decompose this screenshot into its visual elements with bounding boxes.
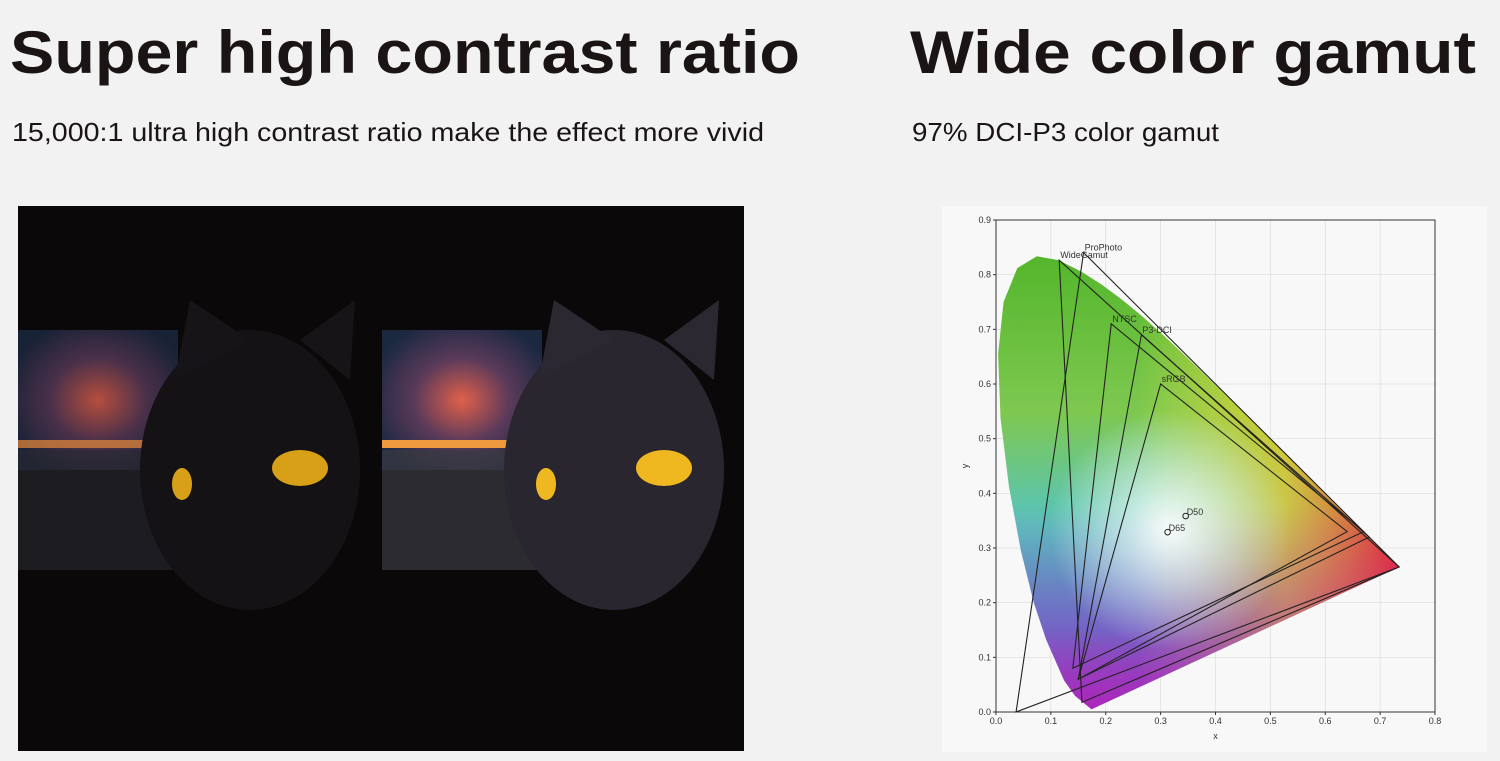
left-title: Super high contrast ratio	[10, 19, 800, 86]
gamut-label: NTSC	[1112, 314, 1137, 324]
y-tick-label: 0.2	[978, 598, 991, 608]
x-tick-label: 0.6	[1319, 716, 1332, 726]
y-axis-label: y	[960, 463, 970, 468]
gamut-label: P3-DCI	[1142, 325, 1172, 335]
y-tick-label: 0.0	[978, 707, 991, 717]
white-point	[1182, 512, 1190, 520]
right-subtitle: 97% DCI-P3 color gamut	[912, 117, 1220, 147]
gamut-triangle	[1015, 251, 1401, 713]
x-tick-label: 0.1	[1045, 716, 1058, 726]
y-tick-label: 0.6	[978, 379, 991, 389]
x-tick-label: 0.0	[990, 716, 1003, 726]
x-tick-label: 0.8	[1429, 716, 1442, 726]
y-tick-label: 0.9	[978, 215, 991, 225]
x-tick-label: 0.4	[1209, 716, 1222, 726]
gamut-triangle	[1077, 383, 1349, 681]
plot-frame	[995, 219, 1436, 713]
white-point-label: D65	[1169, 523, 1186, 533]
x-tick-label: 0.5	[1264, 716, 1277, 726]
y-tick-label: 0.7	[978, 324, 991, 334]
left-subtitle: 15,000:1 ultra high contrast ratio make …	[12, 117, 764, 147]
y-tick-label: 0.1	[978, 652, 991, 662]
y-tick-label: 0.5	[978, 434, 991, 444]
gamut-triangle	[1058, 258, 1401, 704]
x-axis-label: x	[1213, 731, 1218, 741]
cat-image	[18, 206, 744, 751]
x-tick-label: 0.2	[1099, 716, 1112, 726]
x-tick-label: 0.7	[1374, 716, 1387, 726]
y-tick-label: 0.3	[978, 543, 991, 553]
gamut-label: WideGamut	[1060, 250, 1108, 260]
y-tick-label: 0.4	[978, 488, 991, 498]
y-tick-label: 0.8	[978, 270, 991, 280]
gamut-triangle	[1072, 322, 1365, 670]
gamut-label: sRGB	[1162, 374, 1186, 384]
white-point	[1164, 528, 1171, 536]
gamut-label: ProPhoto	[1085, 243, 1123, 253]
x-tick-label: 0.3	[1154, 716, 1167, 726]
gamut-triangle	[1077, 333, 1371, 681]
right-title: Wide color gamut	[910, 19, 1476, 86]
gamut-chart: 0.0 0.1 0.2 0.3 0.4 0.5 0.6 0.7 0.8 0.0 0.1 0.2 0.3 0…	[942, 206, 1487, 752]
white-point-label: D50	[1187, 507, 1204, 517]
